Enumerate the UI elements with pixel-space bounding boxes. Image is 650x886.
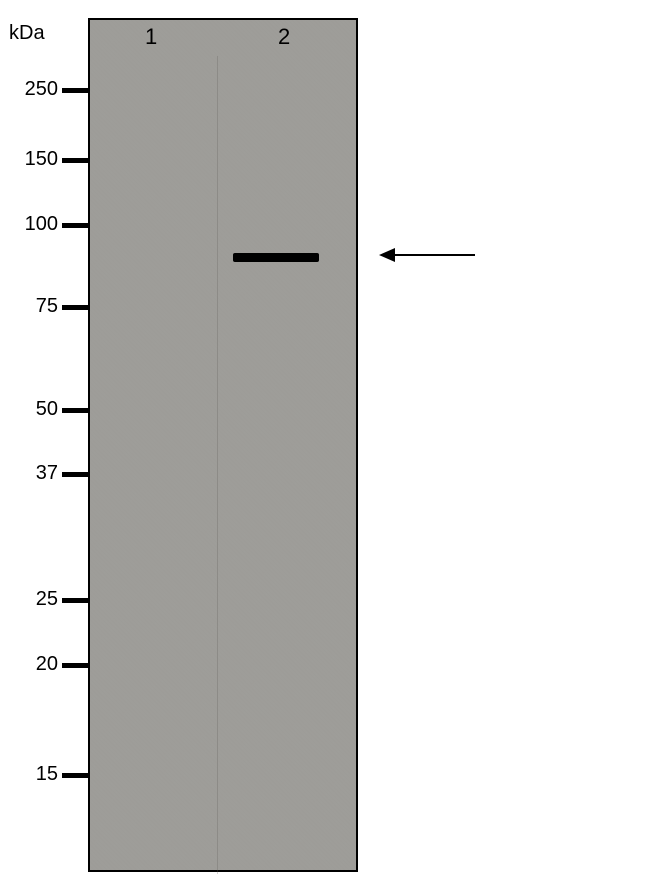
mw-label-50: 50 [36, 398, 58, 421]
mw-label-250: 250 [25, 78, 58, 101]
mw-tick-100 [62, 223, 88, 228]
blot-membrane [88, 18, 358, 872]
lane-divider [217, 56, 218, 874]
mw-tick-20 [62, 663, 88, 668]
mw-label-25: 25 [36, 588, 58, 611]
mw-tick-150 [62, 158, 88, 163]
mw-tick-25 [62, 598, 88, 603]
lane-header-1: 1 [145, 24, 157, 50]
mw-tick-15 [62, 773, 88, 778]
mw-label-150: 150 [25, 148, 58, 171]
arrow-head-icon [379, 248, 395, 262]
membrane-texture [90, 20, 356, 870]
mw-tick-75 [62, 305, 88, 310]
arrow-shaft [395, 254, 475, 257]
mw-label-37: 37 [36, 462, 58, 485]
lane-header-2: 2 [278, 24, 290, 50]
mw-tick-250 [62, 88, 88, 93]
mw-label-15: 15 [36, 763, 58, 786]
axis-unit-label: kDa [9, 22, 45, 45]
mw-label-75: 75 [36, 295, 58, 318]
blot-figure: kDa 1 2 250 150 100 75 50 37 25 20 15 [0, 0, 650, 886]
mw-label-20: 20 [36, 653, 58, 676]
mw-tick-50 [62, 408, 88, 413]
protein-band-lane2 [233, 253, 319, 262]
mw-tick-37 [62, 472, 88, 477]
mw-label-100: 100 [25, 213, 58, 236]
